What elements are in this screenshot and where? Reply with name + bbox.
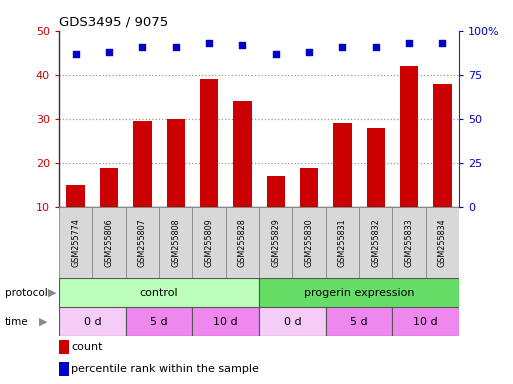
Bar: [59, 362, 69, 376]
Bar: [59, 307, 126, 336]
Text: count: count: [71, 342, 103, 352]
Text: 0 d: 0 d: [284, 316, 301, 327]
Text: GSM255830: GSM255830: [305, 218, 313, 267]
Text: time: time: [5, 316, 29, 327]
Text: GSM255828: GSM255828: [238, 218, 247, 267]
Text: GDS3495 / 9075: GDS3495 / 9075: [59, 15, 168, 28]
Text: GSM255834: GSM255834: [438, 218, 447, 267]
Bar: [59, 278, 259, 307]
Point: [238, 42, 246, 48]
Bar: [326, 207, 359, 278]
Bar: [300, 167, 318, 207]
Point: [71, 51, 80, 57]
Text: GSM255807: GSM255807: [138, 218, 147, 267]
Bar: [126, 307, 192, 336]
Bar: [359, 207, 392, 278]
Point: [338, 43, 346, 50]
Bar: [100, 167, 118, 207]
Text: 5 d: 5 d: [350, 316, 368, 327]
Bar: [400, 66, 418, 207]
Point: [371, 43, 380, 50]
Text: GSM255806: GSM255806: [105, 218, 113, 267]
Text: GSM255774: GSM255774: [71, 218, 80, 267]
Point: [105, 49, 113, 55]
Bar: [226, 207, 259, 278]
Bar: [92, 207, 126, 278]
Text: percentile rank within the sample: percentile rank within the sample: [71, 364, 259, 374]
Bar: [67, 185, 85, 207]
Bar: [126, 207, 159, 278]
Text: GSM255809: GSM255809: [205, 218, 213, 267]
Text: GSM255808: GSM255808: [171, 218, 180, 267]
Text: ▶: ▶: [38, 316, 47, 327]
Text: 10 d: 10 d: [213, 316, 238, 327]
Point: [305, 49, 313, 55]
Point: [205, 40, 213, 46]
Bar: [259, 278, 459, 307]
Point: [171, 43, 180, 50]
Text: GSM255832: GSM255832: [371, 218, 380, 267]
Bar: [267, 177, 285, 207]
Text: 5 d: 5 d: [150, 316, 168, 327]
Bar: [59, 341, 69, 354]
Bar: [233, 101, 251, 207]
Text: GSM255831: GSM255831: [338, 218, 347, 267]
Bar: [192, 307, 259, 336]
Bar: [167, 119, 185, 207]
Bar: [192, 207, 226, 278]
Text: protocol: protocol: [5, 288, 48, 298]
Bar: [292, 207, 326, 278]
Point: [138, 43, 146, 50]
Bar: [433, 84, 451, 207]
Bar: [333, 123, 351, 207]
Text: control: control: [140, 288, 179, 298]
Bar: [392, 207, 426, 278]
Point: [438, 40, 446, 46]
Text: ▶: ▶: [48, 288, 56, 298]
Bar: [159, 207, 192, 278]
Bar: [59, 207, 92, 278]
Text: progerin expression: progerin expression: [304, 288, 415, 298]
Bar: [200, 79, 218, 207]
Bar: [259, 307, 326, 336]
Bar: [133, 121, 151, 207]
Bar: [426, 207, 459, 278]
Bar: [392, 307, 459, 336]
Point: [271, 51, 280, 57]
Text: 10 d: 10 d: [413, 316, 438, 327]
Point: [405, 40, 413, 46]
Bar: [259, 207, 292, 278]
Bar: [326, 307, 392, 336]
Text: GSM255829: GSM255829: [271, 218, 280, 267]
Text: 0 d: 0 d: [84, 316, 101, 327]
Text: GSM255833: GSM255833: [405, 218, 413, 267]
Bar: [367, 128, 385, 207]
